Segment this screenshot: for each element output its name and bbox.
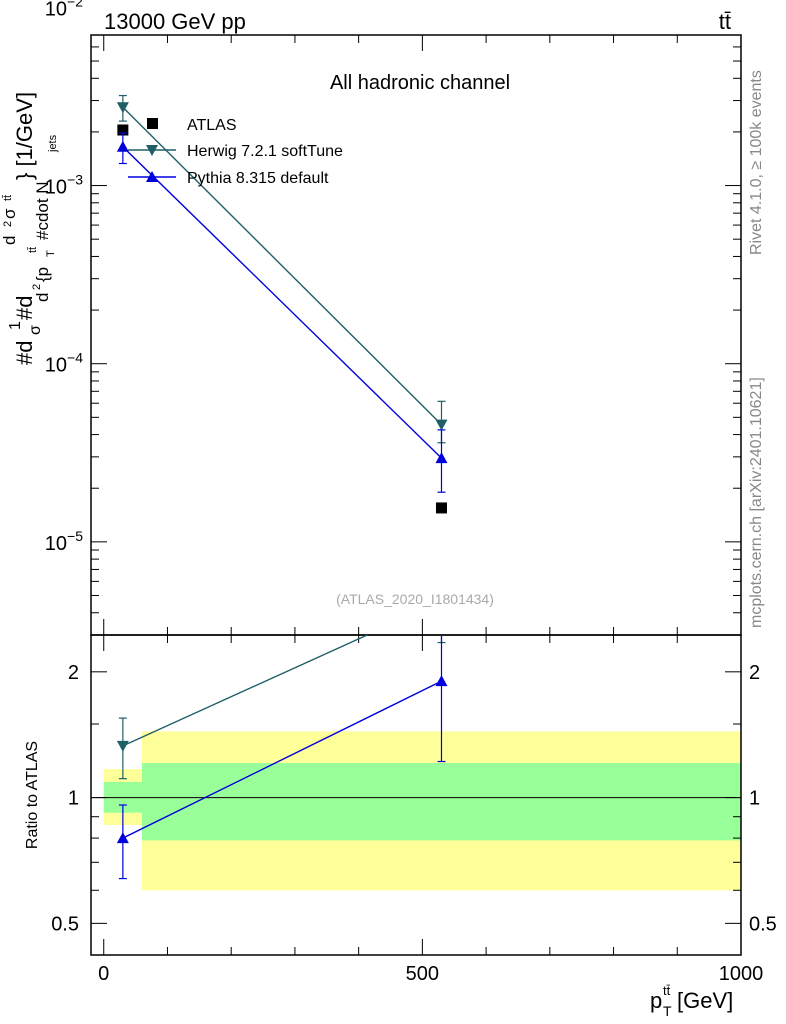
- legend-pythia-label: Pythia 8.315 default: [187, 170, 329, 187]
- ratio-y-tick-label-right: 1: [749, 788, 760, 810]
- rivet-version-label: Rivet 4.1.0, ≥ 100k events: [748, 70, 765, 255]
- ratio-series-line: [122, 634, 368, 747]
- data-point: [116, 140, 129, 152]
- ratio-y-tick-label: 1: [68, 788, 79, 810]
- ratio-series-line: [122, 680, 442, 839]
- ratio-y-tick-label-right: 2: [749, 662, 760, 684]
- xlabel-suffix: [GeV]: [677, 988, 733, 1013]
- data-point: [435, 502, 447, 514]
- ratio-y-tick-label-right: 0.5: [749, 913, 777, 935]
- legend: ATLAS Herwig 7.2.1 softTune Pythia 8.315…: [128, 117, 343, 187]
- legend-pythia-marker: [146, 171, 158, 182]
- data-point: [116, 102, 129, 114]
- y-tick-label: 10−4: [45, 350, 83, 377]
- main-y-axis-label: #d 1 σ #d d 2 σ tt̄ d 2 {p T tt̄ #cdot N…: [0, 92, 59, 365]
- legend-herwig-label: Herwig 7.2.1 softTune: [187, 143, 343, 160]
- series-line: [122, 106, 442, 426]
- ylabel-part: {p: [33, 267, 52, 282]
- y-tick-label: 10−2: [45, 0, 83, 20]
- y-tick-label: 10−5: [45, 528, 83, 555]
- ylabel-part: 2: [2, 221, 14, 227]
- xlabel-sub: T: [663, 1003, 672, 1019]
- x-tick-label: 0: [98, 963, 109, 985]
- ratio-data-point: [116, 740, 129, 752]
- ylabel-part: 1: [7, 321, 24, 330]
- ylabel-part: σ: [27, 325, 44, 335]
- energy-label: 13000 GeV pp: [104, 9, 246, 34]
- ylabel-part: d: [0, 236, 19, 245]
- analysis-tag: (ATLAS_2020_I1801434): [336, 591, 494, 607]
- ylabel-part: #cdot N: [33, 181, 52, 240]
- ylabel-part: tt̄: [27, 247, 39, 253]
- ylabel-part: tt̄: [2, 195, 14, 201]
- ylabel-part: σ: [0, 208, 19, 219]
- ratio-frame: [90, 634, 742, 956]
- main-panel: All hadronic channel (ATLAS_2020_I180143…: [0, 0, 742, 636]
- ratio-axes: 0 500 1000 0.5 0.5 1 1 2 2: [51, 634, 777, 985]
- x-tick-label: 1000: [719, 963, 764, 985]
- ratio-y-tick-label: 0.5: [51, 913, 79, 935]
- ylabel-part: jets: [47, 134, 59, 153]
- data-point: [117, 124, 129, 136]
- series-line: [122, 146, 442, 459]
- x-axis-label: p T tt̄ [GeV]: [650, 983, 733, 1019]
- ylabel-part: #d: [12, 341, 37, 365]
- ratio-y-axis-label: Ratio to ATLAS: [24, 741, 41, 849]
- ratio-y-tick-label: 2: [68, 662, 79, 684]
- legend-atlas-marker: [147, 118, 158, 129]
- legend-atlas-label: ATLAS: [187, 117, 237, 134]
- legend-herwig-marker: [146, 145, 158, 156]
- ratio-data-point: [435, 675, 448, 687]
- ratio-panel: 0 500 1000 0.5 0.5 1 1 2 2 Ratio to ATLAS p T tt…: [24, 634, 777, 1019]
- channel-title: All hadronic channel: [330, 72, 510, 94]
- xlabel-prefix: p: [650, 988, 662, 1013]
- ratio-bands: [103, 731, 741, 891]
- data-point: [435, 419, 448, 431]
- main-axes: 10−2 10−3 10−4 10−5: [45, 0, 742, 636]
- data-point: [435, 452, 448, 464]
- green-band: [141, 763, 741, 841]
- ratio-data-point: [116, 832, 129, 844]
- ylabel-part: } [1/GeV]: [12, 92, 37, 180]
- main-data: [116, 94, 448, 514]
- xlabel-sup: tt̄: [663, 983, 671, 998]
- ratio-data: [116, 634, 448, 880]
- process-label: tt̄: [719, 9, 731, 34]
- ylabel-part: 2: [31, 284, 43, 290]
- y-tick-label: 10−3: [45, 172, 83, 199]
- ylabel-part: d: [33, 293, 52, 302]
- x-tick-label: 500: [406, 963, 439, 985]
- ylabel-part: #d: [12, 296, 37, 320]
- ylabel-part: T: [45, 250, 57, 257]
- mcplots-label: mcplots.cern.ch [arXiv:2401.10621]: [748, 377, 765, 628]
